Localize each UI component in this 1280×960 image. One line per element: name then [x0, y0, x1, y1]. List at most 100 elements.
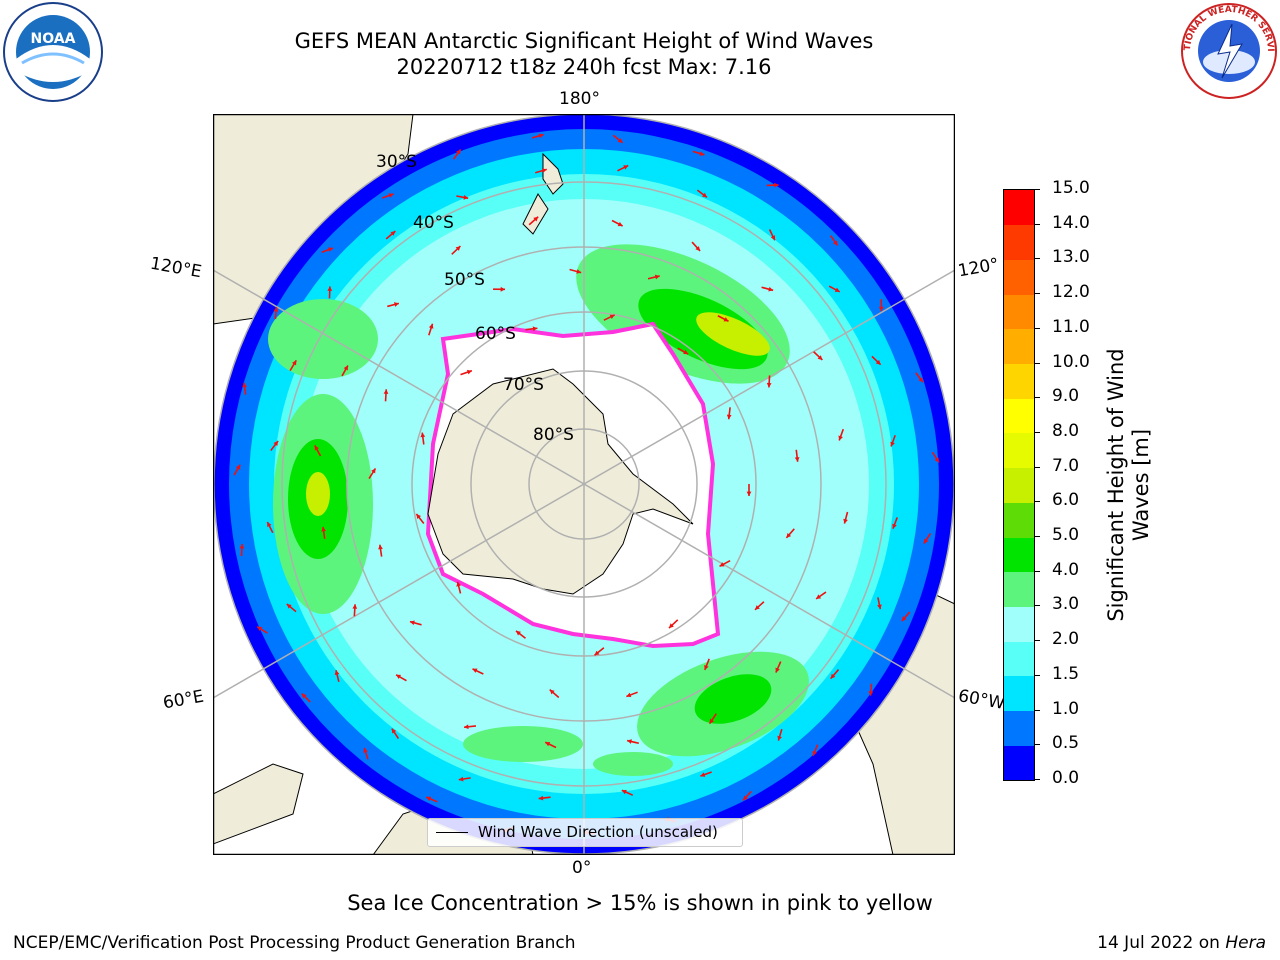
wave-direction-arrowhead — [273, 307, 279, 312]
colorbar-segment — [1004, 190, 1034, 226]
nws-logo: NATIONAL WEATHER SERVICE — [1180, 2, 1277, 99]
colorbar-segment — [1004, 606, 1034, 642]
wave-direction-arrowhead — [816, 594, 822, 599]
lat-label-70s: 70°S — [503, 375, 544, 395]
wave-direction-arrowhead — [463, 195, 469, 200]
colorbar-segment — [1004, 259, 1034, 295]
colorbar-segment — [1004, 467, 1034, 503]
wave-direction-arrowhead — [709, 718, 715, 724]
wave-direction-arrowhead — [416, 514, 422, 519]
wave-direction-arrowhead — [700, 772, 706, 777]
wave-direction-arrowhead — [746, 491, 752, 496]
wave-direction-arrowhead — [777, 735, 782, 741]
wave-direction-arrowhead — [538, 795, 544, 801]
wave-direction-arrowhead — [391, 728, 397, 734]
lon-label-bottom: 0° — [572, 858, 592, 878]
colorbar-tick-label: 8.0 — [1052, 420, 1080, 441]
wave-direction-arrowhead — [464, 724, 469, 730]
wave-direction-arrowhead — [719, 562, 725, 567]
wave-direction-arrowhead — [409, 620, 415, 626]
wave-direction-arrowhead — [267, 522, 272, 528]
wave-direction-arrowhead — [609, 314, 615, 320]
wave-direction-arrowhead — [500, 286, 506, 292]
wave-direction-arrowhead — [273, 441, 279, 446]
lon-label-120w: 120° — [956, 254, 1001, 282]
wave-direction-arrowhead — [428, 323, 434, 329]
wave-direction-arrowhead — [396, 674, 402, 680]
wave-direction-arrowhead — [363, 747, 368, 753]
colorbar-tick-label: 14.0 — [1052, 212, 1090, 233]
wave-direction-arrowhead — [626, 692, 632, 698]
wave-direction-arrowhead — [327, 286, 333, 291]
wave-direction-arrowhead — [291, 360, 297, 366]
colorbar-tick-mark — [1034, 327, 1040, 329]
colorbar-tick-label: 13.0 — [1052, 247, 1090, 268]
wave-direction-arrowhead — [621, 789, 627, 795]
colorbar-segment — [1004, 224, 1034, 260]
colorbar-segment — [1004, 745, 1034, 781]
wave-direction-arrowhead — [830, 673, 836, 679]
lat-label-60s: 60°S — [475, 324, 516, 344]
wave-direction-arrowhead — [768, 286, 774, 292]
wave-direction-arrowhead — [383, 389, 389, 394]
colorbar-tick-label: 0.5 — [1052, 733, 1080, 754]
wave-direction-arrowhead — [533, 216, 539, 222]
colorbar-tick-label: 10.0 — [1052, 351, 1090, 372]
wave-direction-arrowhead — [426, 796, 432, 802]
footer-host: Hera — [1225, 933, 1266, 953]
noaa-logo: NOAA — [3, 2, 103, 102]
wave-direction-arrowhead — [868, 691, 874, 696]
wave-direction-arrowhead — [774, 182, 779, 188]
colorbar-segment — [1004, 432, 1034, 469]
wave-direction-arrowhead — [466, 369, 472, 375]
colorbar-tick-mark — [1034, 570, 1040, 572]
colorbar-tick-mark — [1034, 189, 1040, 190]
colorbar-segment — [1004, 571, 1034, 607]
lon-label-60e: 60°E — [161, 686, 206, 714]
colorbar-tick-mark — [1034, 536, 1040, 538]
wave-direction-arrowhead — [257, 626, 263, 632]
wave-direction-arrowhead — [923, 538, 929, 544]
colorbar-segment — [1004, 328, 1034, 365]
colorbar-tick-label: 2.0 — [1052, 629, 1080, 650]
colorbar-segment — [1004, 675, 1034, 712]
wave-direction-arrowhead — [328, 247, 333, 252]
colorbar-tick-mark — [1034, 466, 1040, 468]
colorbar-segment — [1004, 398, 1034, 434]
colorbar-tick-label: 6.0 — [1052, 490, 1080, 511]
colorbar-tick-label: 11.0 — [1052, 316, 1090, 337]
wave-direction-arrowhead — [838, 435, 843, 441]
wave-direction-arrowhead — [286, 604, 292, 609]
wave-direction-arrowhead — [843, 518, 848, 524]
colorbar-tick-mark — [1034, 744, 1040, 746]
colorbar-segment — [1004, 537, 1034, 573]
wave-direction-arrowhead — [878, 306, 884, 312]
colorbar-tick-label: 9.0 — [1052, 386, 1080, 407]
wave-direction-arrowhead — [683, 349, 689, 355]
colorbar-segment — [1004, 502, 1034, 538]
wave-direction-arrowhead — [549, 689, 555, 695]
colorbar-tick-label: 1.0 — [1052, 698, 1080, 719]
chart-subtitle: 20220712 t18z 240h fcst Max: 7.16 — [396, 55, 772, 79]
wave-direction-arrowhead — [545, 742, 551, 747]
wave-direction-arrowhead — [594, 650, 600, 656]
wave-direction-arrowhead — [455, 246, 461, 251]
colorbar-tick-mark — [1034, 501, 1040, 503]
colorbar-tick-mark — [1034, 640, 1040, 642]
wave-direction-arrowhead — [516, 630, 521, 636]
wave-direction-arrowhead — [314, 445, 319, 451]
wind-wave-arrows — [233, 133, 940, 835]
colorbar-tick-mark — [1034, 223, 1040, 225]
wave-direction-arrowhead — [532, 326, 538, 332]
lat-label-50s: 50°S — [444, 270, 485, 290]
svg-text:NOAA: NOAA — [31, 31, 76, 47]
wave-direction-arrowhead — [334, 670, 340, 676]
legend-line — [436, 832, 468, 833]
wave-direction-arrowhead — [695, 246, 701, 251]
wave-direction-arrowhead — [472, 668, 478, 673]
colorbar-tick-mark — [1034, 431, 1040, 433]
colorbar-segment — [1004, 294, 1034, 330]
wave-direction-arrowhead — [458, 776, 464, 782]
wave-direction-arrowhead — [743, 795, 748, 801]
sea-ice-note: Sea Ice Concentration > 15% is shown in … — [347, 891, 933, 915]
